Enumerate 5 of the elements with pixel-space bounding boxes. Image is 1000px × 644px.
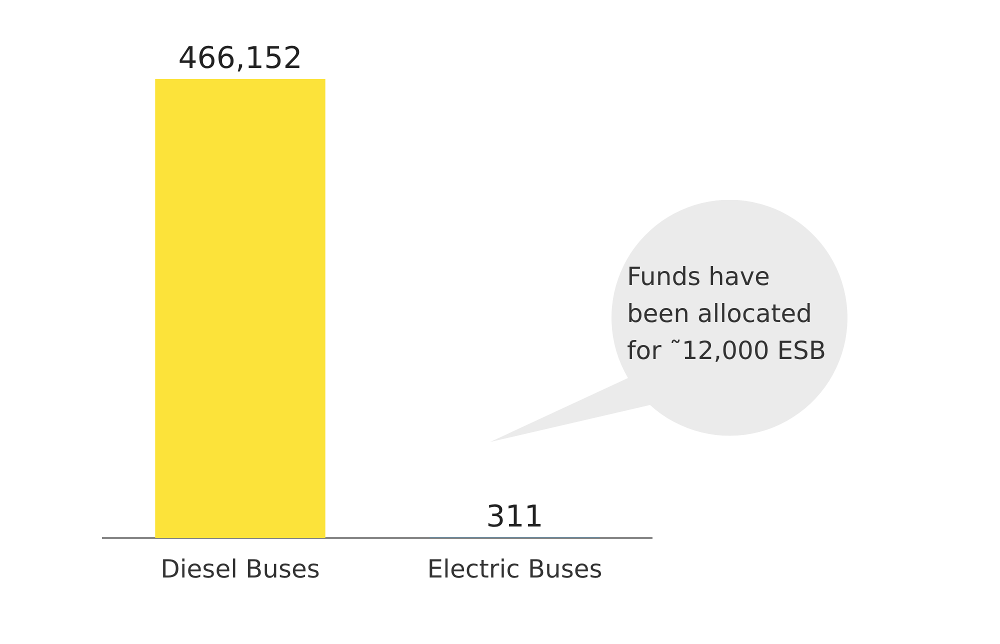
x-tick-label: Electric Buses bbox=[427, 554, 602, 584]
x-tick-label: Diesel Buses bbox=[160, 554, 320, 584]
data-label: 311 bbox=[486, 499, 544, 534]
annotation: Funds have been allocated for ˜12,000 ESB bbox=[627, 261, 826, 367]
data-label: 466,152 bbox=[178, 40, 302, 76]
